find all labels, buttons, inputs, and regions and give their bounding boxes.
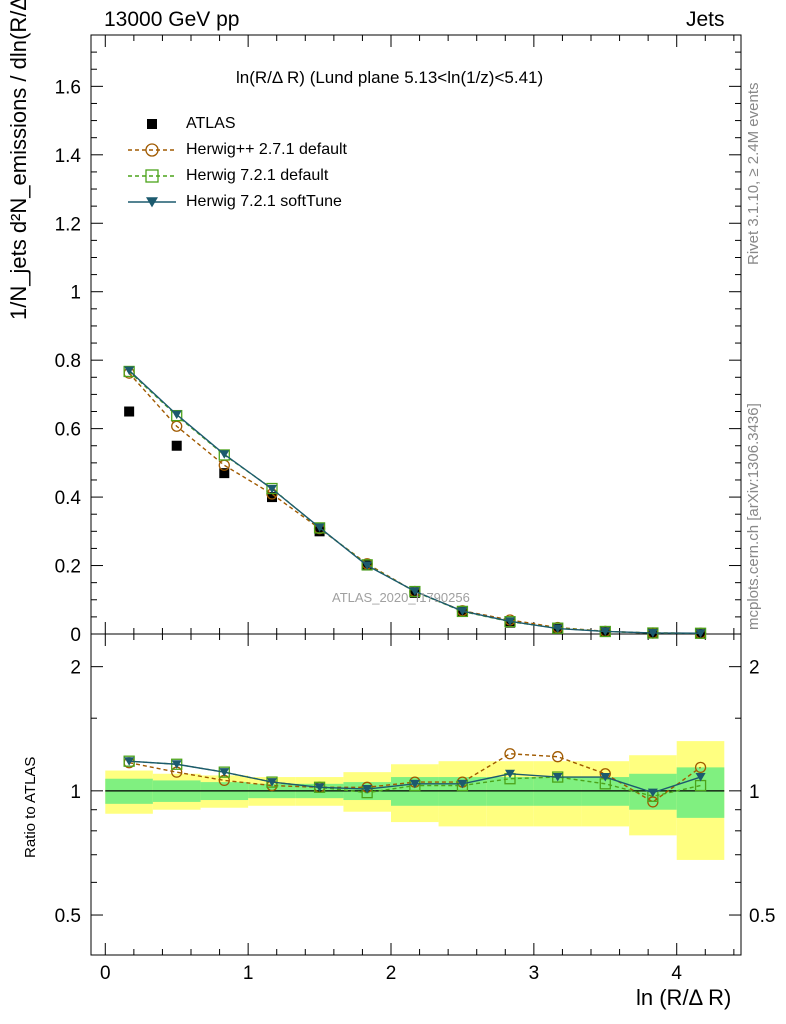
y-tick-label-main: 0.6	[55, 420, 81, 441]
data-marker-triangle	[124, 757, 135, 766]
data-marker-triangle	[647, 628, 658, 638]
data-marker-open-square	[313, 522, 326, 534]
y-tick-label-main: 0.2	[55, 557, 81, 578]
data-marker-triangle	[267, 778, 277, 787]
y-tick-label-main: 1.6	[55, 77, 81, 98]
analysis-watermark: ATLAS_2020_I1790256	[332, 590, 470, 605]
data-marker-square	[147, 119, 157, 129]
data-marker-square	[267, 492, 277, 503]
legend-label-herwigpp: Herwig++ 2.7.1 default	[186, 141, 347, 158]
data-marker-triangle	[171, 760, 182, 769]
data-marker-triangle	[457, 779, 468, 789]
x-tick-label: 4	[671, 963, 682, 984]
data-marker-open-square	[145, 169, 159, 183]
y-tick-label-main: 1	[70, 283, 81, 304]
data-marker-triangle	[219, 450, 230, 459]
data-marker-triangle	[409, 779, 420, 789]
data-marker-circle	[694, 761, 707, 774]
y-tick-label-main: 1.2	[55, 214, 81, 235]
data-marker-triangle	[695, 773, 706, 782]
data-marker-triangle	[505, 769, 515, 779]
x-tick-label: 0	[100, 963, 111, 984]
data-marker-triangle	[600, 773, 611, 782]
data-marker-open-square	[266, 482, 278, 495]
ratio-plot-frame	[90, 633, 742, 956]
x-tick-label: 1	[243, 963, 254, 984]
y-tick-label-main: 0.4	[55, 488, 82, 509]
data-marker-triangle	[314, 783, 325, 792]
y-tick-label-main: 0.8	[55, 351, 81, 372]
data-marker-triangle	[146, 197, 158, 208]
y-tick-label-ratio-right: 0.5	[749, 906, 775, 927]
data-marker-triangle	[505, 617, 515, 626]
data-marker-triangle	[552, 773, 563, 782]
data-marker-triangle	[457, 607, 468, 616]
data-marker-open-square	[218, 449, 230, 461]
x-tick-label: 3	[529, 963, 540, 984]
data-marker-triangle	[647, 788, 658, 798]
mcplots-reference-label: mcplots.cern.ch [arXiv:1306.3436]	[745, 403, 762, 630]
data-marker-open-square	[456, 605, 469, 618]
data-marker-triangle	[362, 785, 373, 794]
data-marker-square	[124, 406, 135, 417]
y-axis-label-ratio: Ratio to ATLAS	[22, 756, 39, 858]
collision-energy-label: 13000 GeV pp	[104, 8, 240, 31]
y-tick-label-ratio: 1	[70, 782, 81, 803]
plot-title: ln(R/Δ R) (Lund plane 5.13<ln(1/z)<5.41)	[236, 68, 544, 87]
data-marker-triangle	[267, 484, 277, 494]
data-marker-triangle	[552, 624, 563, 634]
legend-label-herwig-default: Herwig 7.2.1 default	[186, 167, 329, 184]
data-marker-circle	[145, 143, 159, 157]
y-tick-label-ratio-right: 2	[749, 658, 760, 679]
data-marker-square	[171, 440, 182, 451]
y-tick-label-ratio: 0.5	[55, 906, 81, 927]
legend-label-atlas: ATLAS	[186, 115, 236, 132]
data-marker-square	[219, 468, 230, 479]
legend-label-herwig-softtune: Herwig 7.2.1 softTune	[186, 193, 342, 210]
data-marker-circle	[552, 751, 564, 763]
data-marker-circle	[504, 748, 516, 760]
data-marker-triangle	[314, 523, 325, 533]
data-marker-triangle	[695, 629, 706, 638]
process-label: Jets	[686, 8, 725, 31]
data-marker-triangle	[362, 561, 373, 571]
data-marker-open-square	[218, 766, 230, 778]
x-tick-label: 2	[386, 963, 397, 984]
x-axis-label: ln (R/Δ R)	[636, 985, 732, 1010]
y-axis-label-main: 1/N_jets d²N_emissions / dln(R/Δ R) dln(…	[6, 0, 31, 320]
data-marker-triangle	[600, 627, 611, 636]
y-tick-label-ratio: 2	[70, 658, 81, 679]
data-marker-open-square	[409, 585, 421, 598]
data-marker-triangle	[124, 366, 135, 375]
y-tick-label-main: 0	[70, 625, 81, 646]
y-tick-label-ratio-right: 1	[749, 782, 760, 803]
rivet-version-label: Rivet 3.1.10, ≥ 2.4M events	[745, 82, 762, 266]
data-marker-triangle	[171, 410, 182, 420]
y-tick-label-main: 1.4	[55, 146, 82, 167]
data-marker-triangle	[219, 768, 230, 777]
data-marker-triangle	[409, 587, 420, 596]
